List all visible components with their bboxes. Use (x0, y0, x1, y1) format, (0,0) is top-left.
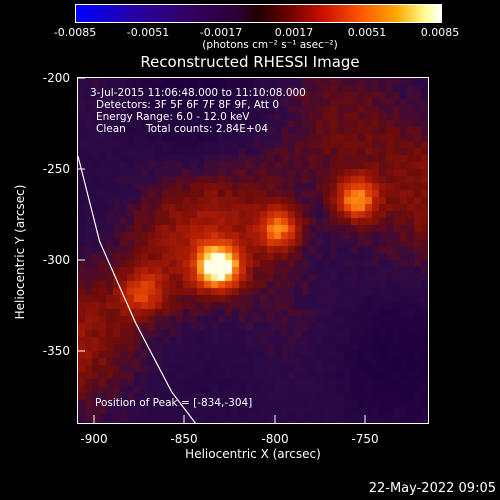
y-axis-label: Heliocentric Y (arcsec) (13, 184, 27, 320)
y-tick-label: -250 (42, 162, 70, 176)
colorbar-unit-label: (photons cm⁻² s⁻¹ asec⁻²) (202, 39, 338, 51)
y-tick-label: -200 (42, 71, 70, 85)
colorbar-tick-label: -0.0051 (126, 26, 170, 39)
x-axis-label: Heliocentric X (arcsec) (185, 447, 321, 461)
info-detectors: Detectors: 3F 5F 6F 7F 8F 9F, Att 0 (96, 99, 280, 111)
x-tick-label: -850 (170, 432, 198, 446)
y-tick-label: -300 (42, 253, 70, 267)
y-tick-label: -350 (42, 344, 70, 358)
chart-title: Reconstructed RHESSI Image (140, 53, 360, 71)
plot-overlay (78, 155, 196, 423)
colorbar-tick-label: -0.0085 (53, 26, 97, 39)
plot-area: 3-Jul-2015 11:06:48.000 to 11:10:08.000 … (77, 77, 429, 424)
solar-limb-line (78, 155, 196, 423)
footer-date: 22-May-2022 09:05 (368, 481, 496, 496)
x-tick-label: -800 (261, 432, 289, 446)
x-tick-label: -750 (351, 432, 379, 446)
colorbar-tick-label: 0.0051 (347, 26, 387, 39)
colorbar (75, 4, 442, 23)
colorbar-tick-label: -0.0017 (199, 26, 243, 39)
heatmap-image (78, 78, 428, 423)
info-energy: Energy Range: 6.0 - 12.0 keV (96, 111, 250, 123)
x-tick-label: -900 (80, 432, 108, 446)
colorbar-tick-label: 0.0085 (420, 26, 460, 39)
peak-position-label: Position of Peak = [-834,-304] (95, 397, 253, 409)
info-clean: Clean (96, 123, 126, 135)
colorbar-tick-label: 0.0017 (274, 26, 314, 39)
info-total-counts: Total counts: 2.84E+04 (146, 123, 269, 135)
info-time-range: 3-Jul-2015 11:06:48.000 to 11:10:08.000 (90, 87, 306, 99)
